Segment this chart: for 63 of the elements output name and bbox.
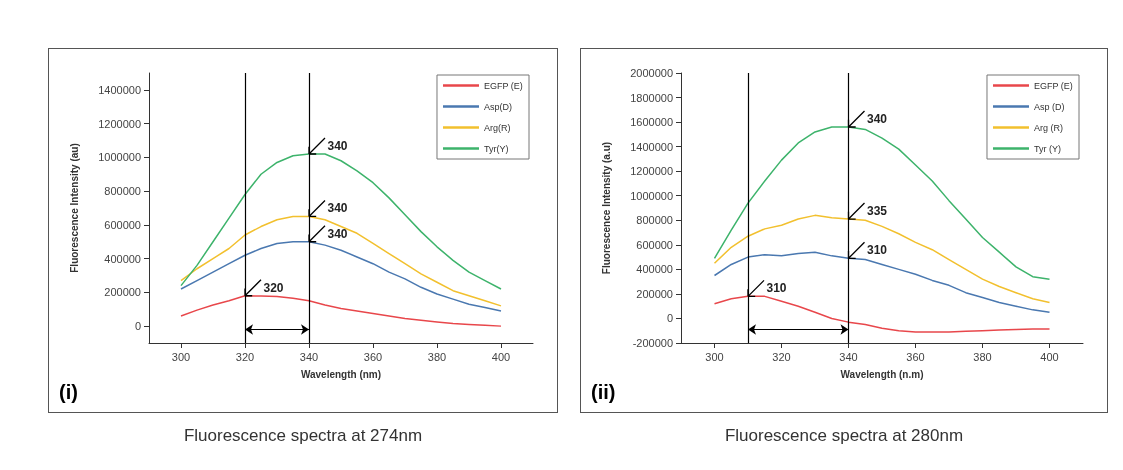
y-tick-label: -200000 bbox=[632, 337, 673, 349]
y-tick-label: 2000000 bbox=[630, 67, 673, 79]
y-tick-label: 0 bbox=[134, 320, 141, 333]
y-axis-title: Fluorescence Intensity (au) bbox=[68, 143, 80, 273]
legend-label: Arg(R) bbox=[484, 122, 511, 133]
x-tick-label: 320 bbox=[772, 350, 791, 363]
line-series bbox=[180, 241, 502, 312]
y-tick-label: 1200000 bbox=[98, 117, 141, 130]
x-tick-label: 300 bbox=[171, 350, 191, 363]
y-tick-label: 1000000 bbox=[98, 151, 141, 164]
y-tick-label: 600000 bbox=[636, 238, 673, 251]
y-tick-label: 1200000 bbox=[630, 165, 673, 178]
y-tick-label: 1400000 bbox=[98, 83, 141, 96]
x-tick-label: 340 bbox=[839, 350, 858, 363]
line-series bbox=[713, 214, 1051, 304]
y-tick-label: 1000000 bbox=[630, 189, 673, 202]
y-tick-label: 400000 bbox=[636, 263, 673, 276]
legend-label: Arg (R) bbox=[1034, 122, 1063, 133]
annotation: 310 bbox=[867, 243, 888, 258]
legend-label: Tyr (Y) bbox=[1034, 143, 1061, 154]
legend-label: Asp(D) bbox=[484, 101, 513, 112]
text: (ii) bbox=[591, 381, 616, 404]
text: Fluorescence spectra at 274nm bbox=[182, 426, 424, 446]
annotation: 340 bbox=[327, 139, 348, 153]
y-tick-label: 600000 bbox=[104, 218, 141, 231]
x-tick-label: 400 bbox=[1040, 350, 1059, 363]
y-tick-label: 1400000 bbox=[630, 140, 673, 153]
x-tick-label: 340 bbox=[299, 350, 319, 363]
annotation: 310 bbox=[766, 281, 787, 296]
annotation: 340 bbox=[327, 226, 348, 241]
y-tick-label: 800000 bbox=[104, 185, 141, 198]
legend-label: EGFP (E) bbox=[1034, 80, 1073, 91]
x-tick-label: 400 bbox=[491, 350, 511, 363]
line-series bbox=[713, 295, 1051, 333]
y-tick-label: 400000 bbox=[104, 252, 141, 265]
y-tick-label: 1600000 bbox=[630, 116, 673, 129]
line-series bbox=[713, 126, 1051, 280]
x-axis-title: Wavelength (nm) bbox=[300, 368, 382, 380]
y-tick-label: 0 bbox=[666, 312, 673, 325]
x-axis-title: Wavelength (n.m) bbox=[840, 368, 924, 380]
x-tick-label: 320 bbox=[235, 350, 255, 363]
line-series bbox=[180, 295, 502, 327]
annotation: 320 bbox=[263, 280, 284, 295]
text: Fluorescence spectra at 280nm bbox=[723, 426, 965, 446]
legend-label: EGFP (E) bbox=[484, 80, 523, 91]
line-series bbox=[180, 215, 502, 307]
x-tick-label: 360 bbox=[906, 350, 925, 363]
line-series bbox=[180, 153, 502, 290]
annotation: 340 bbox=[327, 201, 348, 216]
legend-label: Tyr(Y) bbox=[484, 143, 509, 154]
y-tick-label: 800000 bbox=[636, 214, 673, 227]
x-tick-label: 300 bbox=[705, 350, 724, 363]
y-axis-title: Fluorescence Intensity (a.u) bbox=[600, 141, 612, 275]
x-tick-label: 360 bbox=[363, 350, 383, 363]
annotation: 340 bbox=[867, 112, 888, 126]
text: (i) bbox=[59, 381, 78, 404]
x-tick-label: 380 bbox=[427, 350, 447, 363]
y-tick-label: 200000 bbox=[636, 287, 673, 300]
x-tick-label: 380 bbox=[973, 350, 992, 363]
annotation: 335 bbox=[867, 204, 888, 219]
legend-label: Asp (D) bbox=[1034, 101, 1065, 112]
y-tick-label: 200000 bbox=[104, 286, 141, 299]
y-tick-label: 1800000 bbox=[630, 91, 673, 104]
